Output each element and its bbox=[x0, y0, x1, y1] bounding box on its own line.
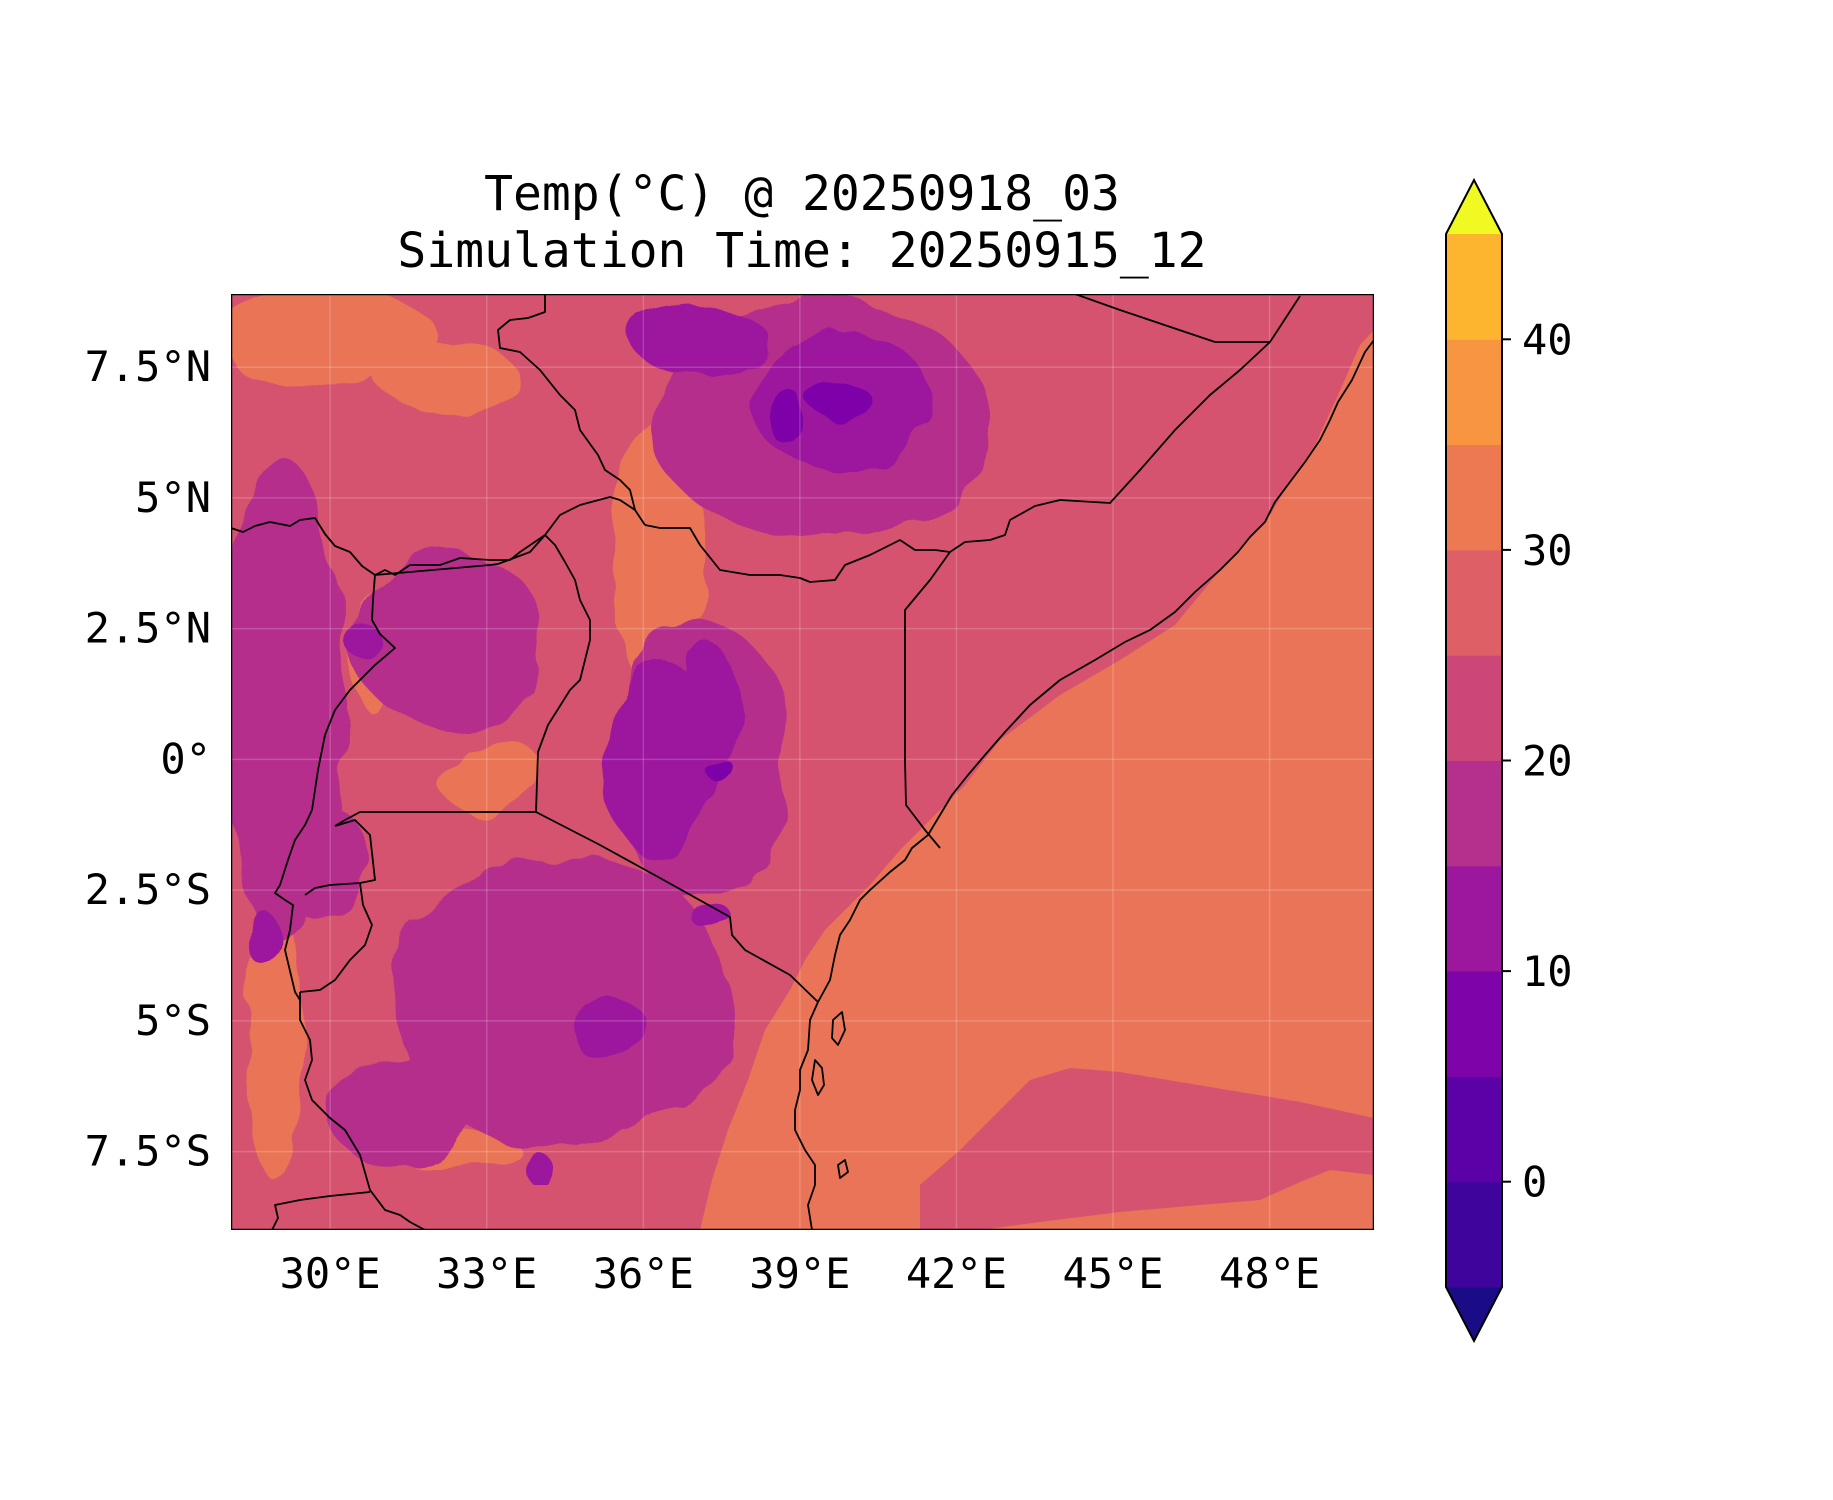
rwanda-burundi-border bbox=[304, 819, 376, 896]
uganda-mild-zone bbox=[350, 555, 550, 725]
small-island bbox=[837, 1159, 849, 1179]
temperature-fill bbox=[231, 294, 1374, 1230]
y-axis: 7.5°N 5°N 2.5°N 0° 2.5°S 5°S 7.5°S bbox=[85, 342, 211, 1175]
mafia-island bbox=[811, 1059, 825, 1096]
rwenzori-cool bbox=[347, 620, 377, 660]
map-panel bbox=[231, 294, 1374, 1230]
colorbar-segment bbox=[1446, 760, 1502, 867]
colorbar: 0 10 20 30 40 bbox=[1445, 177, 1573, 1344]
ethiopia-cold-core bbox=[810, 380, 870, 420]
sudan-warm-patch-2 bbox=[380, 345, 520, 415]
x-tick-label: 39°E bbox=[749, 1249, 850, 1298]
x-axis: 30°E 33°E 36°E 39°E 42°E 45°E 48°E bbox=[280, 1249, 1321, 1298]
colorbar-segment bbox=[1446, 444, 1502, 551]
colorbar-tick-label: 40 bbox=[1522, 315, 1573, 364]
east-african-coastline bbox=[794, 339, 1374, 1230]
kenya-somalia-border bbox=[904, 551, 951, 849]
colorbar-tick-label: 0 bbox=[1522, 1158, 1547, 1207]
mt-kenya-cold bbox=[701, 753, 729, 777]
malawi-mild bbox=[330, 1050, 470, 1170]
ssudan-uganda-border bbox=[544, 534, 591, 691]
x-tick-label: 30°E bbox=[280, 1249, 381, 1298]
y-tick-label: 2.5°S bbox=[85, 865, 211, 914]
drc-rwanda-border bbox=[274, 809, 313, 1001]
kivu-cool bbox=[247, 914, 283, 966]
colorbar-tick-label: 10 bbox=[1522, 947, 1573, 996]
lake-victoria-line bbox=[334, 811, 536, 827]
tz-cool-2 bbox=[525, 1155, 555, 1185]
x-tick-label: 48°E bbox=[1219, 1249, 1320, 1298]
country-borders bbox=[231, 294, 1374, 1230]
colorbar-segment bbox=[1446, 971, 1502, 1077]
colorbar-segment bbox=[1446, 1181, 1502, 1288]
colorbar-segment bbox=[1446, 549, 1502, 656]
zambia-border bbox=[271, 1191, 371, 1230]
burundi-mild bbox=[250, 800, 370, 920]
y-tick-label: 7.5°N bbox=[85, 342, 211, 391]
kenya-highland-cool-2 bbox=[682, 645, 738, 755]
title-line-2: Simulation Time: 20250915_12 bbox=[397, 223, 1206, 279]
x-tick-label: 45°E bbox=[1062, 1249, 1163, 1298]
djibouti-border bbox=[1074, 294, 1270, 343]
x-tick-label: 42°E bbox=[906, 1249, 1007, 1298]
tz-cool-1 bbox=[570, 1000, 650, 1060]
ocean-cool-patch bbox=[920, 1068, 1374, 1230]
y-tick-label: 0° bbox=[160, 734, 211, 783]
x-tick-label: 33°E bbox=[436, 1249, 537, 1298]
drc-car-ssudan-border bbox=[231, 517, 546, 576]
kilimanjaro-cool bbox=[695, 906, 735, 934]
ssudan-ethiopia-south bbox=[544, 496, 636, 536]
colorbar-tick-label: 30 bbox=[1522, 526, 1573, 575]
y-tick-label: 5°S bbox=[135, 996, 211, 1045]
colorbar-tick-label: 20 bbox=[1522, 737, 1573, 786]
lake-victoria-warm bbox=[440, 742, 550, 818]
burundi-tanzania-border bbox=[299, 882, 373, 993]
ethiopia-kenya-border bbox=[644, 524, 951, 583]
uganda-drc-border bbox=[311, 534, 546, 811]
title-line-1: Temp(°C) @ 20250918_03 bbox=[484, 166, 1120, 222]
tanzania-mild-zone bbox=[390, 850, 730, 1150]
colorbar-segment bbox=[1446, 339, 1502, 446]
colorbar-outline bbox=[1445, 177, 1503, 1344]
kenya-tanzania-border bbox=[535, 811, 819, 1003]
colorbar-segment bbox=[1446, 865, 1502, 972]
ethiopia-cool-north bbox=[630, 310, 770, 370]
lake-tanganyika-line bbox=[299, 992, 426, 1230]
ocean-warm-region bbox=[700, 330, 1374, 1230]
land-temperature-patches bbox=[231, 294, 990, 1185]
ethiopia-cold-core-2 bbox=[772, 392, 808, 448]
ethiopia-somalia-border bbox=[949, 295, 1301, 553]
y-tick-label: 2.5°N bbox=[85, 604, 211, 653]
gridlines bbox=[231, 294, 1374, 1230]
colorbar-segment bbox=[1446, 234, 1502, 340]
y-tick-label: 7.5°S bbox=[85, 1127, 211, 1176]
colorbar-extend-min bbox=[1446, 1287, 1502, 1341]
uganda-kenya-border bbox=[535, 689, 571, 813]
y-tick-label: 5°N bbox=[135, 473, 211, 522]
colorbar-segment bbox=[1446, 1076, 1502, 1183]
zanzibar-island bbox=[831, 1011, 846, 1046]
sudan-ethiopia-border bbox=[497, 294, 646, 526]
x-tick-label: 36°E bbox=[593, 1249, 694, 1298]
colorbar-segment bbox=[1446, 655, 1502, 761]
colorbar-extend-max bbox=[1446, 180, 1502, 234]
